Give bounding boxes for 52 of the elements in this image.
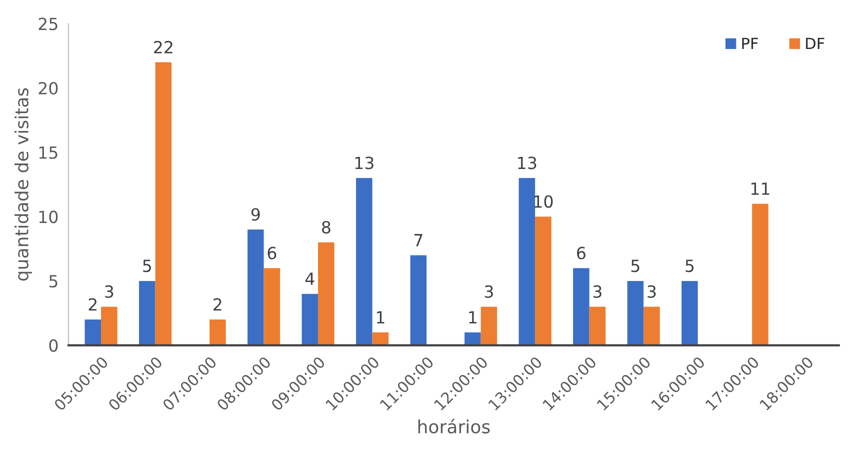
legend-label: DF	[806, 38, 824, 50]
data-label: 9	[251, 208, 260, 221]
bar	[248, 230, 264, 346]
bar	[752, 204, 768, 346]
data-label: 13	[355, 156, 374, 170]
bar	[101, 306, 118, 346]
y-tick-label: 0	[49, 339, 58, 352]
y-tick-label: 20	[38, 82, 58, 95]
data-label: 6	[577, 246, 586, 260]
data-label: 5	[143, 260, 151, 272]
bar	[589, 306, 606, 346]
bar	[302, 294, 318, 346]
data-label: 8	[322, 220, 330, 234]
data-label: 1	[376, 311, 384, 324]
data-label: 3	[105, 285, 114, 298]
bar	[139, 280, 156, 346]
bar	[535, 216, 552, 346]
bar	[644, 306, 660, 346]
data-label: 3	[593, 285, 602, 298]
bar	[627, 280, 644, 346]
y-tick-label: 15	[39, 146, 58, 159]
data-label: 6	[268, 246, 276, 260]
data-label: 3	[648, 285, 656, 298]
data-label: 13	[518, 156, 536, 170]
bar	[84, 320, 102, 346]
data-label: 5	[631, 260, 640, 272]
y-axis-title: quantidade de visitas	[14, 88, 32, 281]
bar	[682, 280, 698, 346]
legend-label: PF	[742, 38, 758, 50]
bar	[264, 268, 280, 346]
bar	[210, 320, 226, 346]
bar	[480, 306, 498, 346]
data-label: 11	[751, 182, 770, 195]
y-tick-label: 5	[49, 275, 58, 288]
data-label: 2	[88, 298, 97, 311]
bar	[318, 242, 334, 346]
data-label: 3	[484, 285, 493, 298]
bar	[518, 178, 536, 346]
data-label: 7	[414, 234, 422, 246]
y-tick-label: 10	[39, 210, 58, 224]
bar	[573, 268, 590, 346]
x-axis-title: horários	[418, 418, 490, 434]
y-tick-label: 25	[38, 18, 58, 30]
bar	[356, 178, 372, 346]
bar	[464, 332, 481, 346]
bar	[155, 62, 172, 346]
data-label: 2	[214, 298, 222, 311]
data-label: 1	[469, 311, 476, 324]
data-label: 22	[154, 40, 172, 54]
bar	[410, 255, 427, 346]
data-label: 4	[305, 272, 314, 285]
data-label: 5	[686, 260, 694, 272]
